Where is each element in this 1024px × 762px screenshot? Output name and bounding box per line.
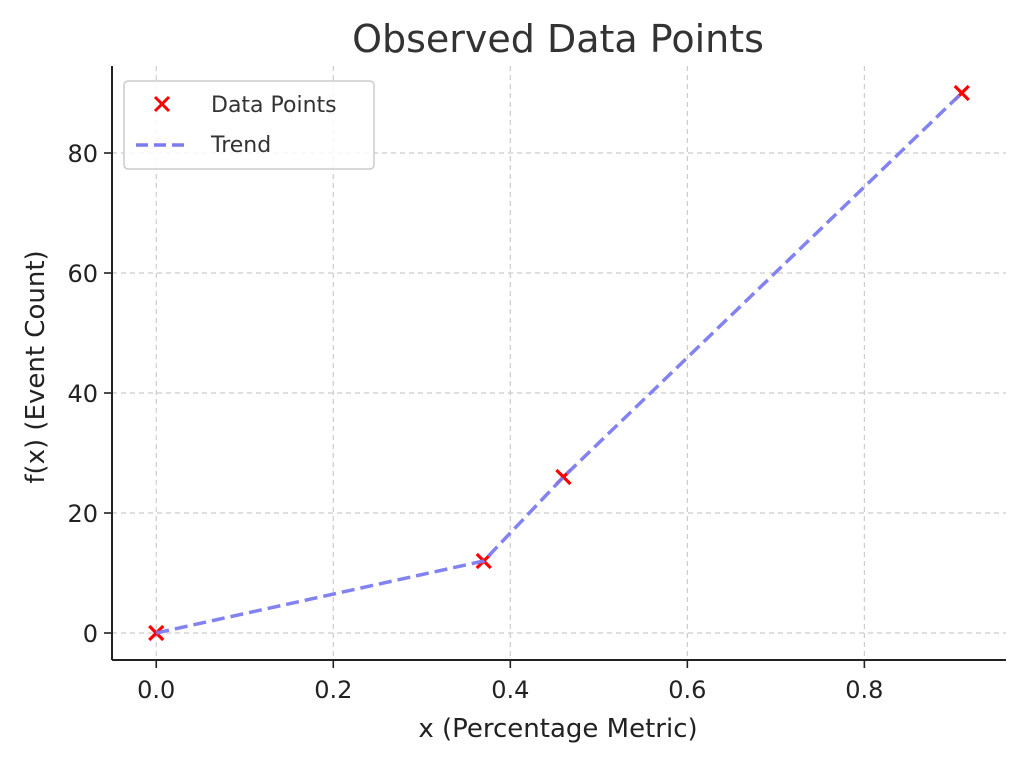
x-tick-label: 0.8: [845, 676, 883, 704]
series-layer: [148, 84, 970, 642]
x-tick-label: 0.6: [668, 676, 706, 704]
y-tick-label: 80: [67, 140, 98, 168]
x-tick-label: 0.2: [314, 676, 352, 704]
legend-marker-data-points: [153, 95, 171, 113]
x-ticks: 0.0 0.2 0.4 0.6 0.8: [137, 660, 883, 704]
y-axis-label: f(x) (Event Count): [21, 250, 51, 483]
legend: Data Points Trend: [123, 80, 375, 170]
axes: [111, 66, 1006, 661]
y-tick-label: 60: [67, 260, 98, 288]
y-ticks: 0 20 40 60 80: [67, 140, 112, 648]
legend-label-data-points: Data Points: [211, 93, 337, 118]
y-tick-label: 40: [67, 380, 98, 408]
legend-box: [123, 80, 375, 170]
x-tick-label: 0.4: [491, 676, 529, 704]
x-axis-label: x (Percentage Metric): [418, 714, 697, 744]
chart-title: Observed Data Points: [352, 17, 764, 61]
x-tick-label: 0.0: [137, 676, 175, 704]
y-tick-label: 20: [67, 500, 98, 528]
y-tick-label: 0: [83, 620, 98, 648]
legend-label-trend: Trend: [210, 133, 271, 158]
trend-line: [155, 91, 963, 635]
